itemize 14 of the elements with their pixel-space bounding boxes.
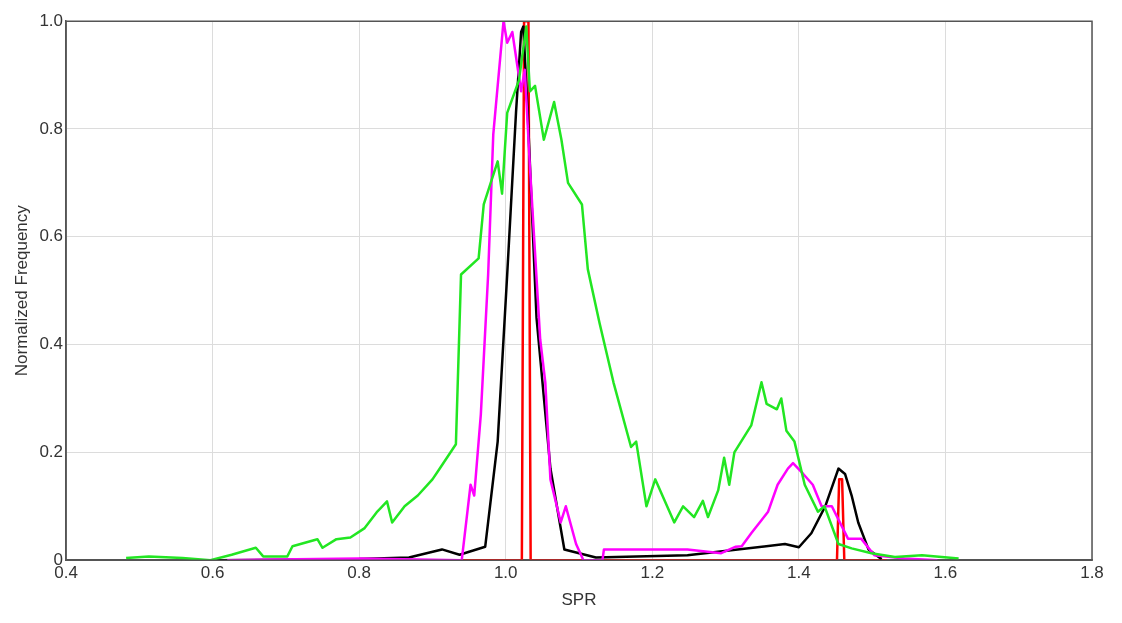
x-tick-label: 1.2 xyxy=(640,563,665,583)
x-tick-label: 0.8 xyxy=(347,563,371,583)
y-tick-label: 1.0 xyxy=(39,10,64,30)
x-axis-title: SPR xyxy=(561,590,597,610)
x-tick-label: 1.8 xyxy=(1080,563,1104,583)
y-axis-title: Normalized Frequency xyxy=(11,204,31,377)
x-tick-label: 1.0 xyxy=(493,563,518,583)
y-tick-label: 0.6 xyxy=(39,226,64,246)
y-tick-label: 0.4 xyxy=(39,334,64,354)
y-tick-label: 0.8 xyxy=(39,118,64,138)
x-tick-label: 0.6 xyxy=(200,563,225,583)
x-tick-label: 1.6 xyxy=(933,563,958,583)
x-tick-label: 1.4 xyxy=(787,563,811,583)
y-tick-label: 0.2 xyxy=(39,442,64,462)
